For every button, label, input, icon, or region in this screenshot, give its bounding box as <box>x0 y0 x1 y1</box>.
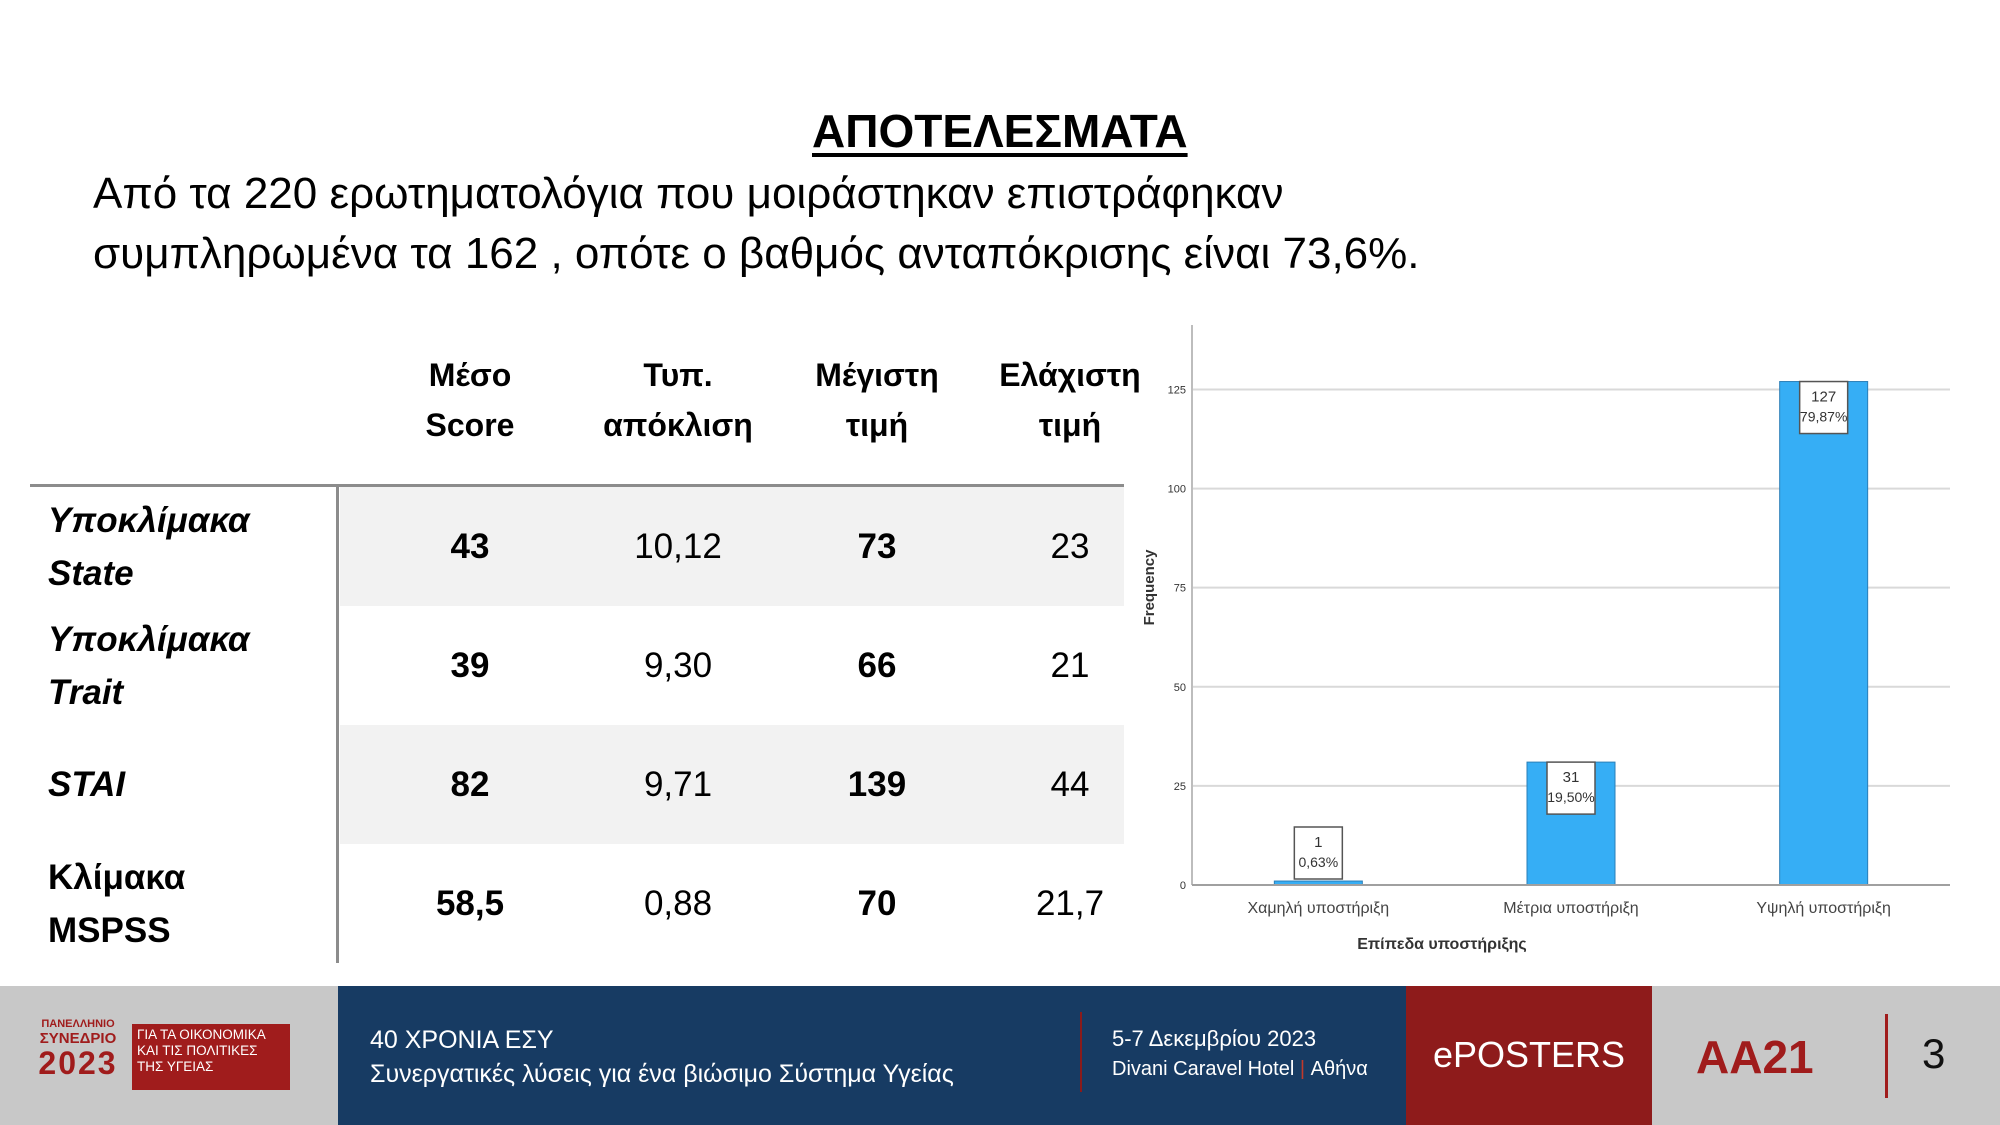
row-label: STAI <box>48 765 126 804</box>
row-label: Υποκλίμακα State <box>48 500 250 593</box>
cell-mean: 43 <box>450 526 490 566</box>
cell-min: 44 <box>1050 764 1090 804</box>
chart-bars <box>1273 381 1869 886</box>
x-axis-label: Επίπεδα υποστήριξης <box>1357 936 1527 953</box>
poster-separator <box>1885 1014 1888 1098</box>
data-label-percent: 0,63% <box>1298 854 1338 870</box>
cell-mean: 58,5 <box>435 883 505 923</box>
cell-max: 70 <box>857 883 897 923</box>
y-tick-label: 75 <box>1174 583 1186 595</box>
cell-sd: 9,30 <box>643 645 713 685</box>
eposters-label: ePOSTERS <box>1432 1034 1626 1075</box>
chart-data-labels: 1 0,63% 31 19,50% 127 79,87% <box>1293 380 1849 880</box>
data-label-box <box>1798 380 1849 435</box>
cell-sd: 9,71 <box>643 764 713 804</box>
y-axis-label: Frequency <box>1141 549 1158 626</box>
data-label-count: 31 <box>1563 769 1580 786</box>
table-divider <box>336 487 339 963</box>
data-label-percent: 19,50% <box>1547 789 1594 805</box>
cell-sd: 10,12 <box>634 526 722 566</box>
table-row: Υποκλίμακα State 43 10,12 73 23 <box>30 487 1124 606</box>
event-venue: Divani Caravel Hotel | Αθήνα <box>1112 1058 1368 1080</box>
x-tick-label: Υψηλή υποστήριξη <box>1756 900 1891 917</box>
cell-mean: 39 <box>450 645 490 685</box>
data-label-count: 127 <box>1811 389 1836 406</box>
y-axis-ticks: 0 25 50 75 100 125 <box>1168 384 1186 892</box>
cell-min: 21 <box>1050 645 1090 685</box>
footer-eposters: ePOSTERS <box>1406 986 1652 1125</box>
support-level-bar-chart: 0 25 50 75 100 125 1 0,63% 31 19,50% 127 79,87% Χα… <box>1141 325 1950 953</box>
intro-text: Από τα 220 ερωτηματολόγια που μοιράστηκα… <box>93 164 1793 284</box>
data-label-box <box>1293 826 1344 880</box>
footer-separator <box>1080 1012 1082 1092</box>
poster-code: AA21 <box>1696 1031 1814 1083</box>
header-max: Μέγιστη τιμή <box>815 357 939 443</box>
stats-table: Μέσο Score Τυπ. απόκλιση Μέγιστη τιμή Ελ… <box>30 350 1141 963</box>
data-label: 127 79,87% <box>1798 380 1849 435</box>
row-label: Κλίμακα MSPSS <box>48 857 186 950</box>
slide-title: ΑΠΟΤΕΛΕΣΜΑΤΑ <box>812 105 1188 157</box>
cell-mean: 82 <box>450 764 490 804</box>
cell-max: 139 <box>847 764 907 804</box>
row-label: Υποκλίμακα Trait <box>48 619 250 712</box>
data-label-percent: 79,87% <box>1800 409 1847 425</box>
bar <box>1779 381 1869 886</box>
y-tick-label: 100 <box>1168 484 1186 496</box>
table-row: Υποκλίμακα Trait 39 9,30 66 21 <box>30 606 1124 725</box>
y-tick-label: 25 <box>1174 781 1186 793</box>
y-tick-label: 50 <box>1174 682 1186 694</box>
x-tick-label: Χαμηλή υποστήριξη <box>1248 900 1390 917</box>
footer-poster-id: AA21 3 <box>1652 986 2000 1125</box>
conference-logo: ΠΑΝΕΛΛΗΝΙΟ ΣΥΝΕΔΡΙΟ 2023 ΓΙΑ ΤΑ ΟΙΚΟΝΟΜΙ… <box>30 1018 290 1094</box>
event-subtitle: Συνεργατικές λύσεις για ένα βιώσιμο Σύστ… <box>370 1060 954 1088</box>
cell-min: 23 <box>1050 526 1090 566</box>
data-label-box <box>1546 761 1596 815</box>
header-sd: Τυπ. απόκλιση <box>603 357 753 443</box>
y-tick-label: 0 <box>1180 880 1186 892</box>
intro-line-1: Από τα 220 ερωτηματολόγια που μοιράστηκα… <box>93 169 1284 218</box>
footer-event-info: 40 ΧΡΟΝΙΑ ΕΣΥ Συνεργατικές λύσεις για έν… <box>338 986 1406 1125</box>
intro-line-2: συμπληρωμένα τα 162 , οπότε ο βαθμός αντ… <box>93 229 1420 278</box>
data-label-count: 1 <box>1314 834 1322 851</box>
cell-max: 73 <box>857 526 897 566</box>
table-row: Κλίμακα MSPSS 58,5 0,88 70 21,7 <box>30 844 1124 963</box>
header-mean: Μέσο Score <box>425 357 515 443</box>
y-tick-label: 125 <box>1168 384 1186 396</box>
cell-sd: 0,88 <box>643 883 713 923</box>
event-title: 40 ΧΡΟΝΙΑ ΕΣΥ <box>370 1026 554 1054</box>
data-label: 1 0,63% <box>1293 826 1344 880</box>
header-min: Ελάχιστη τιμή <box>999 357 1141 443</box>
event-dates: 5-7 Δεκεμβρίου 2023 <box>1112 1026 1317 1051</box>
x-axis-ticks: Χαμηλή υποστήριξη Μέτρια υποστήριξη Υψηλή … <box>1248 900 1891 917</box>
cell-min: 21,7 <box>1035 883 1105 923</box>
cell-max: 66 <box>857 645 897 685</box>
data-label: 31 19,50% <box>1546 761 1596 815</box>
footer-banner: ΠΑΝΕΛΛΗΝΙΟ ΣΥΝΕΔΡΙΟ 2023 ΓΙΑ ΤΑ ΟΙΚΟΝΟΜΙ… <box>0 986 2000 1125</box>
table-header: Μέσο Score Τυπ. απόκλιση Μέγιστη τιμή Ελ… <box>30 350 1141 487</box>
page-number: 3 <box>1922 1030 1946 1077</box>
x-tick-label: Μέτρια υποστήριξη <box>1503 900 1638 917</box>
table-row: STAI 82 9,71 139 44 <box>30 725 1124 844</box>
footer-logo-area: ΠΑΝΕΛΛΗΝΙΟ ΣΥΝΕΔΡΙΟ 2023 ΓΙΑ ΤΑ ΟΙΚΟΝΟΜΙ… <box>0 986 338 1125</box>
